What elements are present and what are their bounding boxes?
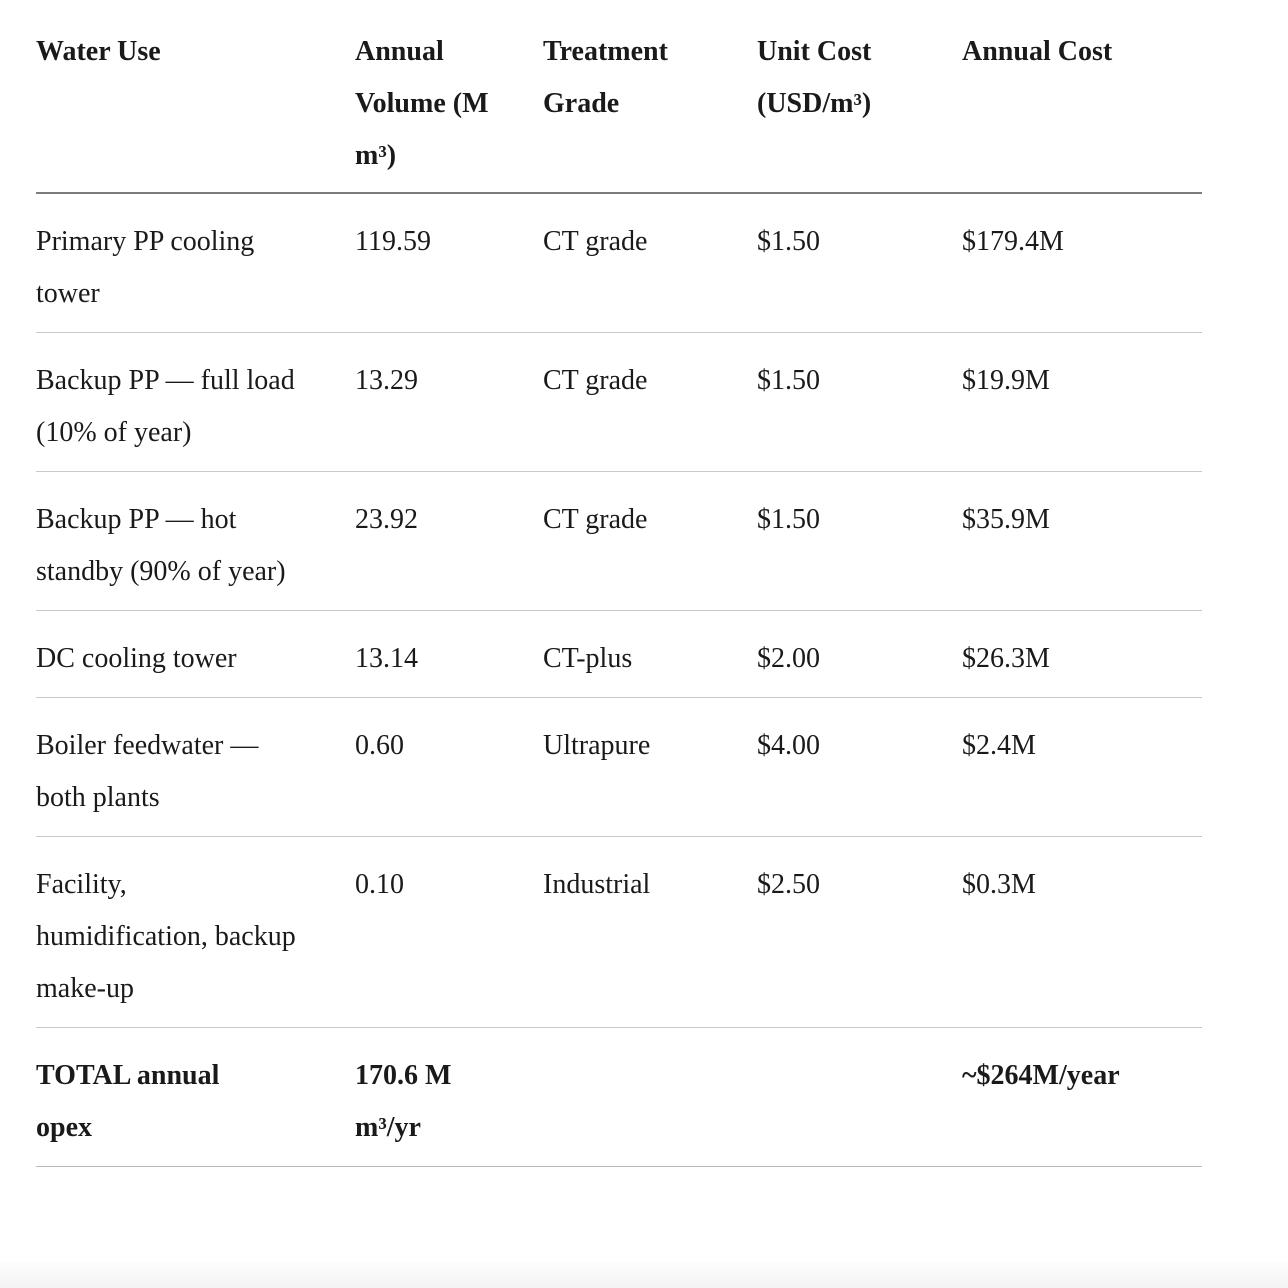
cell-treatment-grade: CT grade [543,193,757,333]
cell-treatment-grade: CT-plus [543,610,757,698]
cell-unit-cost: $1.50 [757,193,962,333]
cell-annual-volume: 119.59 [355,193,543,333]
column-header-water-use: Water Use [36,20,355,194]
cell-water-use: Backup PP — full load (10% of year) [36,332,355,472]
cell-treatment-grade: Ultrapure [543,697,757,837]
cell-water-use: Primary PP cooling tower [36,193,355,333]
column-header-annual-volume: Annual Volume (M m³) [355,20,543,194]
cell-treatment-grade: Industrial [543,836,757,1028]
column-header-treatment-grade: Treatment Grade [543,20,757,194]
cell-annual-cost: $0.3M [962,836,1202,1028]
cell-unit-cost: $2.50 [757,836,962,1028]
cell-total-annual-cost: ~$264M/year [962,1027,1202,1167]
header-row: Water Use Annual Volume (M m³) Treatment… [36,20,1202,194]
column-header-annual-cost: Annual Cost [962,20,1202,194]
table-row-boiler-feedwater: Boiler feedwater — both plants 0.60 Ultr… [36,697,1202,837]
cell-unit-cost: $1.50 [757,471,962,611]
cell-water-use: Boiler feedwater — both plants [36,697,355,837]
table-row-dc-cooling-tower: DC cooling tower 13.14 CT-plus $2.00 $26… [36,610,1202,698]
cell-treatment-grade: CT grade [543,471,757,611]
cell-annual-volume: 13.14 [355,610,543,698]
cell-unit-cost: $2.00 [757,610,962,698]
cell-annual-cost: $35.9M [962,471,1202,611]
table-row-primary-pp-cooling-tower: Primary PP cooling tower 119.59 CT grade… [36,193,1202,333]
cell-annual-volume: 23.92 [355,471,543,611]
cell-annual-volume: 0.10 [355,836,543,1028]
table-row-facility-humidification: Facility, humidification, backup make-up… [36,836,1202,1028]
cell-annual-cost: $2.4M [962,697,1202,837]
cell-water-use: Facility, humidification, backup make-up [36,836,355,1028]
cell-treatment-grade: CT grade [543,332,757,472]
cell-annual-cost: $179.4M [962,193,1202,333]
water-use-cost-table: Water Use Annual Volume (M m³) Treatment… [36,20,1202,1167]
cell-total-unit-cost [757,1027,962,1167]
cell-total-volume: 170.6 M m³/yr [355,1027,543,1167]
cell-annual-cost: $19.9M [962,332,1202,472]
total-volume-text: 170.6 M m³/yr [355,1060,452,1143]
total-label-text: TOTAL annual opex [36,1060,220,1143]
cell-annual-volume: 0.60 [355,697,543,837]
table-row-total-annual-opex: TOTAL annual opex 170.6 M m³/yr ~$264M/y… [36,1027,1202,1167]
cell-water-use: Backup PP — hot standby (90% of year) [36,471,355,611]
cell-total-treatment-grade [543,1027,757,1167]
cell-unit-cost: $1.50 [757,332,962,472]
table-row-backup-pp-hot-standby: Backup PP — hot standby (90% of year) 23… [36,471,1202,611]
cell-annual-volume: 13.29 [355,332,543,472]
cell-total-label: TOTAL annual opex [36,1027,355,1167]
table-row-backup-pp-full-load: Backup PP — full load (10% of year) 13.2… [36,332,1202,472]
water-use-cost-section: Water Use Annual Volume (M m³) Treatment… [36,20,1288,1167]
cell-water-use: DC cooling tower [36,610,355,698]
cell-unit-cost: $4.00 [757,697,962,837]
column-header-unit-cost: Unit Cost (USD/m³) [757,20,962,194]
cell-annual-cost: $26.3M [962,610,1202,698]
page-bottom-strip [0,1262,1288,1288]
